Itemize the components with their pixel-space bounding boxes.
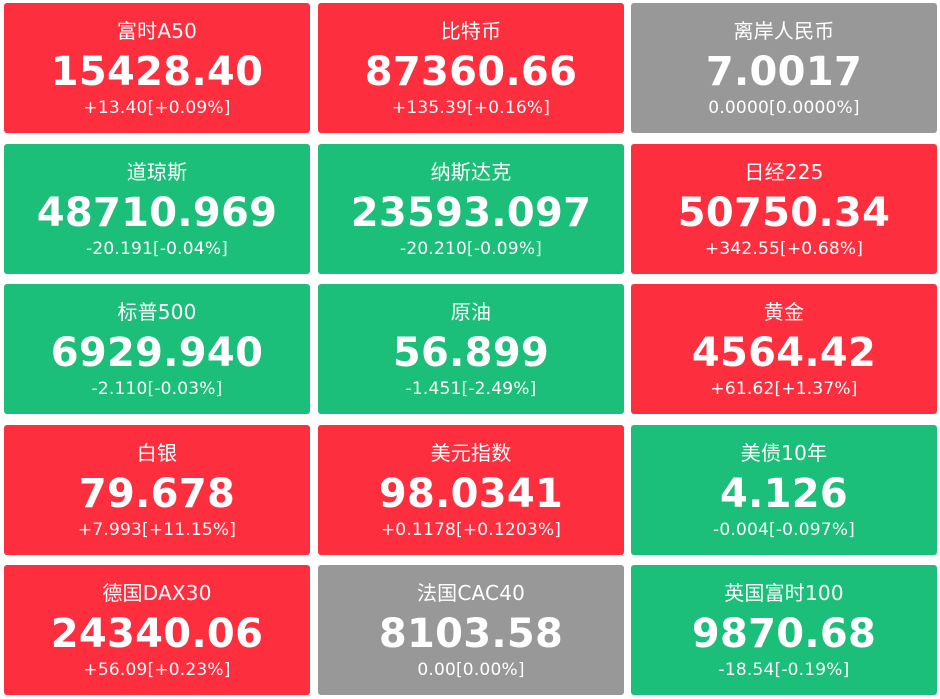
quote-price: 4.126 (719, 471, 849, 517)
quote-price: 6929.940 (50, 330, 264, 376)
quote-tile-cac40[interactable]: 法国CAC40 8103.58 0.00[0.00%] (318, 565, 624, 695)
quote-tile-nikkei-225[interactable]: 日经225 50750.34 +342.55[+0.68%] (631, 144, 937, 274)
quote-price: 7.0017 (705, 49, 863, 95)
quote-price: 50750.34 (677, 190, 891, 236)
quote-change: 0.00[0.00%] (417, 660, 525, 680)
quote-tile-dollar-index[interactable]: 美元指数 98.0341 +0.1178[+0.1203%] (318, 425, 624, 555)
quote-tile-ftse-100[interactable]: 英国富时100 9870.68 -18.54[-0.19%] (631, 565, 937, 695)
quote-name: 法国CAC40 (416, 581, 526, 605)
quote-tile-dax30[interactable]: 德国DAX30 24340.06 +56.09[+0.23%] (4, 565, 310, 695)
quote-tile-ftse-a50[interactable]: 富时A50 15428.40 +13.40[+0.09%] (4, 3, 310, 133)
quote-tile-gold[interactable]: 黄金 4564.42 +61.62[+1.37%] (631, 284, 937, 414)
quote-price: 24340.06 (50, 611, 264, 657)
quote-name: 道琼斯 (126, 160, 188, 184)
quote-change: -1.451[-2.49%] (405, 379, 537, 399)
quote-tile-bitcoin[interactable]: 比特币 87360.66 +135.39[+0.16%] (318, 3, 624, 133)
quote-price: 98.0341 (378, 471, 564, 517)
quote-name: 标普500 (117, 300, 197, 324)
quote-price: 8103.58 (378, 611, 564, 657)
quote-change: +135.39[+0.16%] (391, 98, 551, 118)
quote-price: 48710.969 (36, 190, 278, 236)
quote-tile-silver[interactable]: 白银 79.678 +7.993[+11.15%] (4, 425, 310, 555)
quote-change: -20.210[-0.09%] (399, 239, 543, 259)
quote-tile-sp500[interactable]: 标普500 6929.940 -2.110[-0.03%] (4, 284, 310, 414)
quote-change: +13.40[+0.09%] (83, 98, 231, 118)
quote-tile-dow-jones[interactable]: 道琼斯 48710.969 -20.191[-0.04%] (4, 144, 310, 274)
quote-name: 富时A50 (116, 19, 198, 43)
quote-change: +342.55[+0.68%] (704, 239, 864, 259)
quote-price: 9870.68 (691, 611, 877, 657)
quote-tile-offshore-cny[interactable]: 离岸人民币 7.0017 0.0000[0.0000%] (631, 3, 937, 133)
quote-change: +7.993[+11.15%] (77, 520, 237, 540)
quote-change: -0.004[-0.097%] (712, 520, 856, 540)
quote-change: 0.0000[0.0000%] (708, 98, 860, 118)
quote-price: 23593.097 (350, 190, 592, 236)
quote-change: -2.110[-0.03%] (91, 379, 223, 399)
quote-name: 白银 (136, 441, 178, 465)
quote-change: +56.09[+0.23%] (83, 660, 231, 680)
quote-tile-nasdaq[interactable]: 纳斯达克 23593.097 -20.210[-0.09%] (318, 144, 624, 274)
quote-name: 英国富时100 (724, 581, 844, 605)
quote-name: 美债10年 (740, 441, 828, 465)
quote-change: -18.54[-0.19%] (718, 660, 850, 680)
quote-tile-us-10y-treasury[interactable]: 美债10年 4.126 -0.004[-0.097%] (631, 425, 937, 555)
quote-change: +61.62[+1.37%] (710, 379, 858, 399)
quote-price: 79.678 (78, 471, 236, 517)
quote-name: 比特币 (440, 19, 502, 43)
quote-name: 离岸人民币 (733, 19, 835, 43)
quote-price: 56.899 (392, 330, 550, 376)
quote-price: 87360.66 (364, 49, 578, 95)
quote-change: +0.1178[+0.1203%] (380, 520, 562, 540)
quote-price: 15428.40 (50, 49, 264, 95)
quote-name: 原油 (450, 300, 492, 324)
quote-name: 美元指数 (430, 441, 512, 465)
quote-name: 德国DAX30 (102, 581, 212, 605)
quote-price: 4564.42 (691, 330, 877, 376)
quote-change: -20.191[-0.04%] (85, 239, 229, 259)
quote-name: 黄金 (763, 300, 805, 324)
quote-name: 纳斯达克 (430, 160, 512, 184)
quote-name: 日经225 (744, 160, 824, 184)
quote-tile-crude-oil[interactable]: 原油 56.899 -1.451[-2.49%] (318, 284, 624, 414)
